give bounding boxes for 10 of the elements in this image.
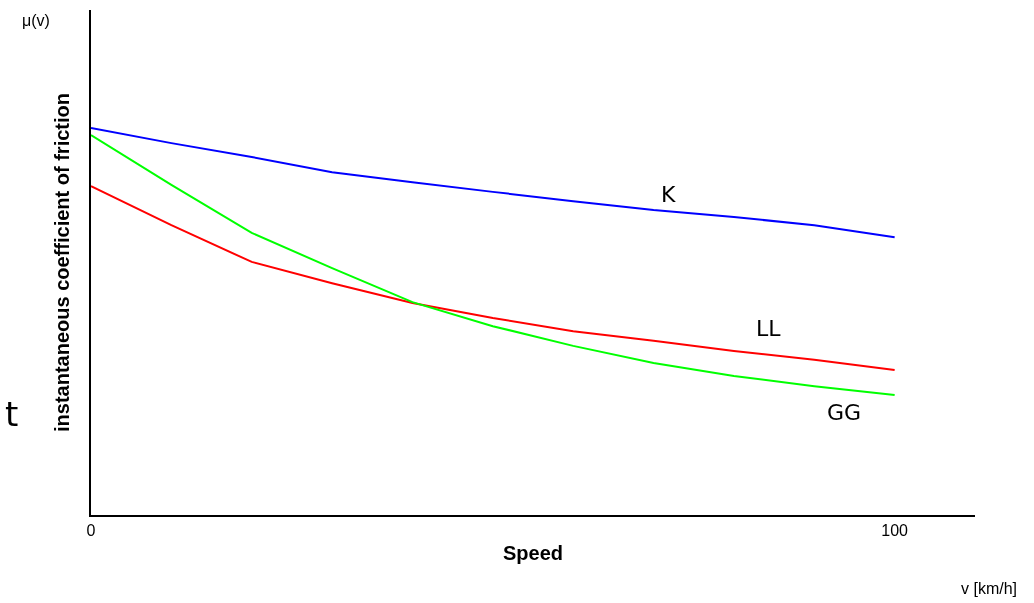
x-axis-title: Speed [502, 542, 564, 565]
y-axis-title: instantaneous coefficient of friction [51, 93, 73, 432]
text: t [5, 394, 19, 434]
text: μ(v) [22, 12, 50, 29]
x-tick-label: 100 [881, 522, 909, 540]
x-tick-label: 0 [86, 522, 96, 540]
text: v [km/h] [961, 580, 1018, 597]
series-label: GG [827, 400, 862, 425]
series-label: LL [756, 316, 782, 341]
series-label: K [661, 182, 676, 207]
